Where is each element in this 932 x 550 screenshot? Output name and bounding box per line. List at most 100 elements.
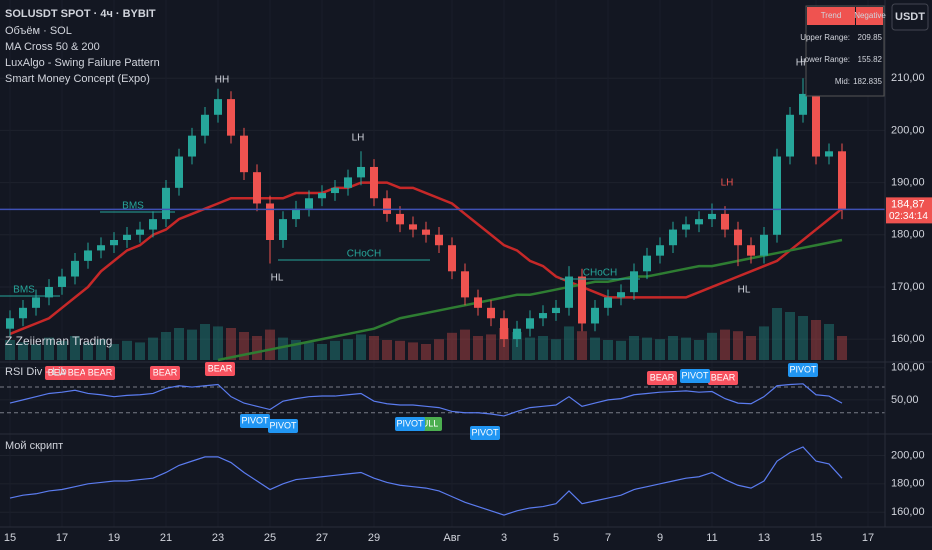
candle-body: [357, 166, 365, 178]
candle-body: [331, 187, 339, 194]
volume-bar: [681, 337, 691, 360]
indicator-line: [9, 383, 843, 417]
volume-bar: [642, 337, 652, 360]
y-tick-label: 180,00: [891, 478, 925, 490]
x-tick-label: 9: [657, 532, 663, 544]
structure-label: LH: [352, 133, 365, 144]
volume-bar: [577, 331, 587, 360]
y-tick-label: 170,00: [891, 281, 925, 293]
volume-bar: [473, 336, 483, 360]
structure-label: LH: [721, 178, 734, 189]
candle-body: [214, 99, 222, 115]
structure-label: CHoCH: [583, 268, 617, 279]
price-tag: [886, 197, 932, 224]
volume-bar: [759, 326, 769, 360]
volume-bar: [200, 324, 210, 360]
volume-bar: [18, 342, 28, 360]
x-tick-label: 3: [501, 532, 507, 544]
candle-body: [162, 187, 170, 220]
volume-bar: [811, 320, 821, 360]
volume-bar: [564, 326, 574, 360]
x-tick-label: 13: [758, 532, 770, 544]
volume-bar: [148, 337, 158, 360]
x-tick-label: 23: [212, 532, 224, 544]
candle-body: [84, 250, 92, 261]
signal-box: [647, 371, 677, 385]
candle-body: [682, 224, 690, 230]
x-tick-label: 29: [368, 532, 380, 544]
y-tick-label: 50,00: [891, 394, 919, 406]
volume-bar: [668, 336, 678, 360]
volume-bar: [694, 340, 704, 360]
volume-bar: [382, 340, 392, 360]
candle-body: [578, 276, 586, 324]
currency-button[interactable]: [891, 3, 929, 31]
candle-body: [500, 318, 508, 340]
candle-body: [227, 99, 235, 136]
volume-bar: [291, 340, 301, 360]
signal-box: [708, 371, 738, 385]
volume-bar: [83, 342, 93, 360]
x-tick-label: 15: [810, 532, 822, 544]
candle-body: [435, 234, 443, 246]
candle-body: [656, 245, 664, 256]
candle-body: [253, 172, 261, 204]
volume-bar: [70, 336, 80, 360]
candle-body: [838, 151, 846, 210]
signal-label: PIVOT: [396, 418, 424, 428]
candle-body: [552, 307, 560, 314]
price-tag-label: 184,87: [891, 198, 925, 210]
volume-bar: [824, 324, 834, 360]
signal-label: BEAR: [153, 367, 178, 377]
candle-body: [318, 193, 326, 199]
candle-body: [786, 114, 794, 157]
table-text: 155.82: [858, 55, 883, 64]
candle-body: [565, 276, 573, 308]
candle-body: [396, 213, 404, 225]
signal-label: PIVOT: [789, 364, 817, 374]
y-tick-label: 180,00: [891, 229, 925, 241]
signal-box: [680, 369, 710, 383]
candle-body: [721, 213, 729, 230]
y-tick-label: 190,00: [891, 177, 925, 189]
plot-layer: [0, 78, 885, 516]
x-tick-label: 17: [862, 532, 874, 544]
y-tick-label: 210,00: [891, 72, 925, 84]
volume-bar: [603, 340, 613, 360]
candle-body: [305, 198, 313, 209]
currency[interactable]: USDT: [895, 11, 925, 23]
candle-body: [188, 135, 196, 157]
y-tick-label: 160,00: [891, 333, 925, 345]
volume-bar: [187, 329, 197, 360]
x-tick-label: 17: [56, 532, 68, 544]
candle-body: [617, 292, 625, 298]
indicator-name: MA Cross 50 & 200: [5, 41, 100, 53]
signal-label: BEAR: [208, 363, 233, 373]
candle-body: [474, 297, 482, 308]
candle-body: [370, 166, 378, 199]
candle-body: [526, 318, 534, 329]
candle-body: [422, 229, 430, 235]
candle-body: [799, 93, 807, 115]
signal-label: BEAR: [650, 372, 675, 382]
signal-label: BEAR: [68, 367, 93, 377]
candle-body: [19, 307, 27, 319]
candle-body: [123, 234, 131, 240]
candle-body: [773, 156, 781, 235]
x-tick-label: 19: [108, 532, 120, 544]
structure-label: HH: [796, 58, 810, 69]
volume-bar: [252, 336, 262, 360]
x-tick-label: 15: [4, 532, 16, 544]
structure-label: CHoCH: [347, 249, 381, 260]
signal-box: [150, 366, 180, 380]
signal-label: BEAR: [88, 367, 113, 377]
signal-box: [240, 414, 270, 428]
volume-bar: [434, 339, 444, 360]
candle-body: [513, 328, 521, 340]
indicator-name: Smart Money Concept (Expo): [5, 73, 150, 85]
y-tick-label: 200,00: [891, 124, 925, 136]
signal-box: [85, 366, 115, 380]
x-tick-label: 21: [160, 532, 172, 544]
structure-label: HL: [271, 273, 284, 284]
